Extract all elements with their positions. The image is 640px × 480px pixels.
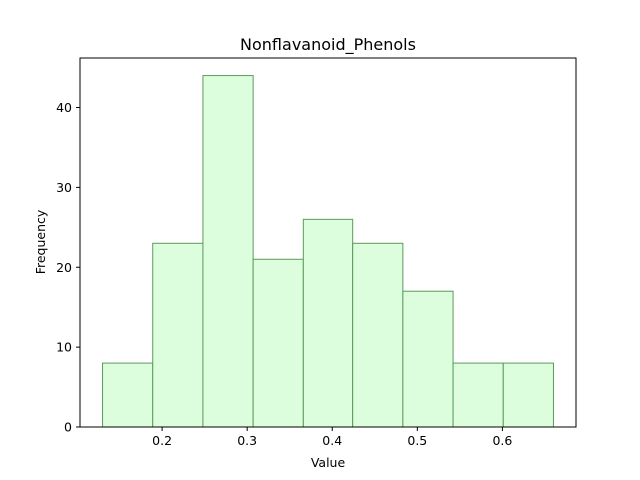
x-tick-label: 0.4 bbox=[322, 433, 342, 448]
y-tick-label: 20 bbox=[56, 260, 72, 275]
y-tick-label: 30 bbox=[56, 180, 72, 195]
histogram-bar bbox=[202, 75, 254, 428]
x-axis-ticks: 0.2 0.3 0.4 0.5 0.6 bbox=[152, 427, 512, 448]
histogram-bar bbox=[302, 218, 354, 428]
x-tick-label: 0.2 bbox=[152, 433, 172, 448]
x-tick-label: 0.5 bbox=[407, 433, 427, 448]
histogram-bar bbox=[502, 362, 554, 428]
y-tick-label: 10 bbox=[56, 340, 72, 355]
y-axis-label: Frequency bbox=[33, 209, 48, 274]
histogram-bar bbox=[152, 242, 204, 428]
histogram-bar bbox=[352, 242, 404, 428]
plot-frame bbox=[79, 57, 577, 428]
x-tick-label: 0.6 bbox=[492, 433, 512, 448]
x-axis-label: Value bbox=[311, 455, 346, 470]
y-axis-ticks: 0 10 20 30 40 bbox=[56, 100, 80, 435]
histogram-bar bbox=[452, 362, 504, 428]
chart-title: Nonflavanoid_Phenols bbox=[240, 35, 416, 55]
y-tick-label: 0 bbox=[64, 420, 72, 435]
histogram-bar bbox=[252, 258, 304, 428]
y-tick-label: 40 bbox=[56, 100, 72, 115]
x-tick-label: 0.3 bbox=[237, 433, 257, 448]
histogram-bar bbox=[102, 362, 154, 428]
bars-group bbox=[102, 75, 554, 428]
histogram-bar bbox=[402, 290, 454, 428]
